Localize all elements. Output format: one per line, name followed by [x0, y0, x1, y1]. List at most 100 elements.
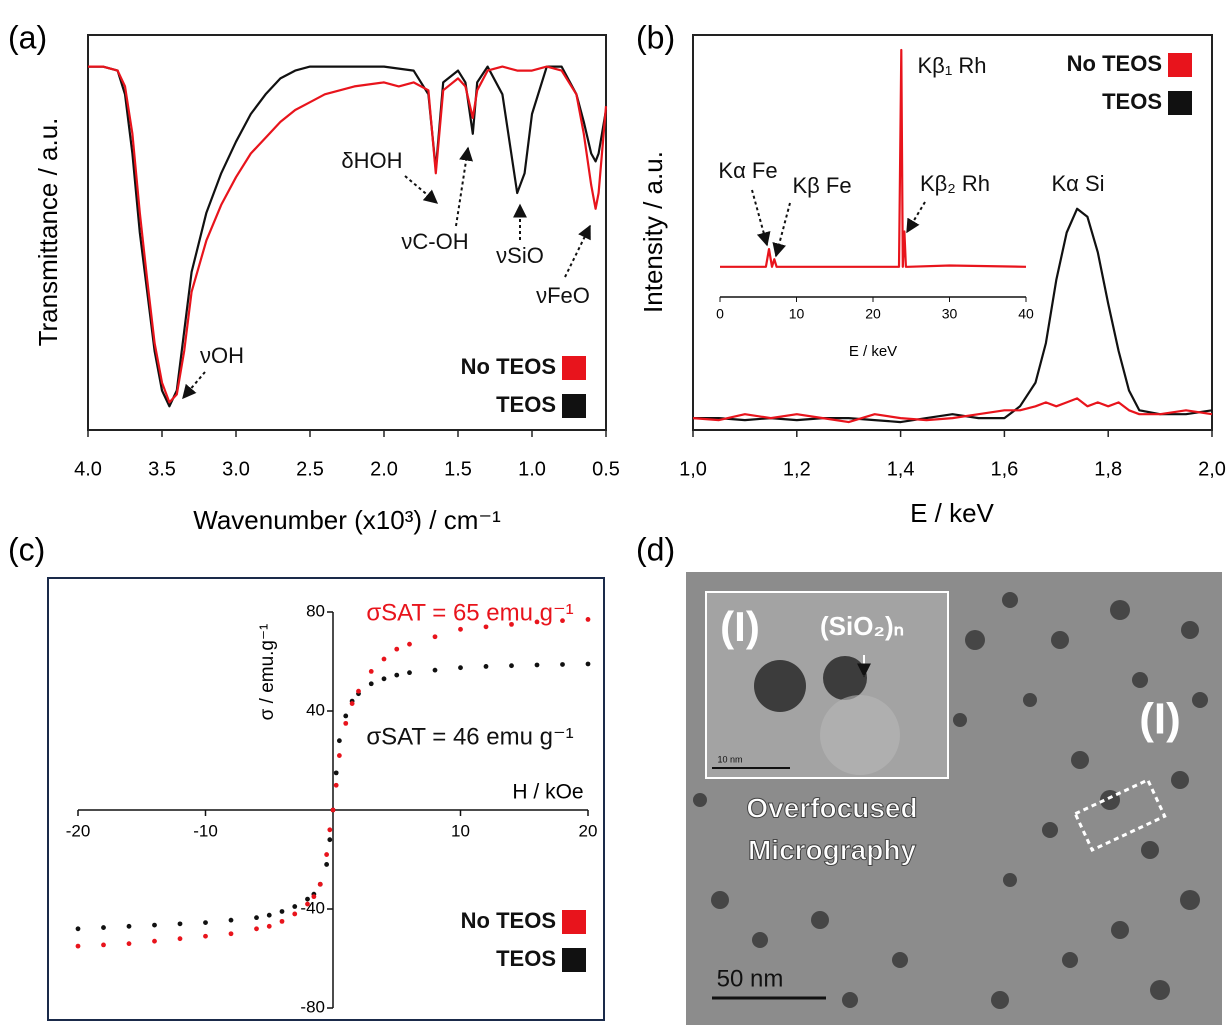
caption-line: Micrography [748, 834, 916, 865]
data-point [228, 931, 234, 937]
data-point [432, 667, 438, 673]
x-tick-label: 3.5 [148, 458, 176, 480]
silica-shell [820, 695, 900, 775]
data-point [203, 933, 208, 939]
annotation: νOH [200, 343, 244, 368]
series-line [88, 65, 608, 404]
data-point [126, 923, 132, 929]
inset-x-tick-label: 0 [716, 306, 724, 322]
data-point [381, 676, 387, 682]
particle [823, 656, 867, 700]
data-point [327, 827, 333, 833]
x-tick-label: -10 [193, 821, 218, 840]
annotation: νSiO [496, 243, 544, 268]
x-tick-label: 2.5 [296, 458, 324, 480]
data-point [585, 661, 591, 667]
data-point [333, 770, 339, 776]
inset-label: (I) [720, 603, 760, 650]
panel-label: (a) [8, 19, 47, 55]
data-point [279, 918, 285, 924]
data-point [177, 936, 183, 942]
inset-x-tick-label: 30 [942, 306, 958, 322]
data-point [266, 923, 272, 929]
data-point [368, 681, 374, 687]
legend-swatch [562, 910, 586, 934]
x-tick-label: 1.0 [518, 458, 546, 480]
x-tick-label: 1.5 [444, 458, 472, 480]
x-tick-label: 1,4 [887, 458, 915, 480]
x-tick-label: -20 [66, 821, 91, 840]
data-point [336, 738, 342, 744]
data-point [458, 626, 463, 632]
data-point [126, 941, 132, 947]
data-point [330, 807, 336, 813]
data-point [407, 641, 412, 647]
legend-label: No TEOS [461, 908, 556, 933]
legend-swatch [562, 948, 586, 972]
data-point [458, 665, 463, 671]
x-tick-label: 3.0 [222, 458, 250, 480]
annotation: Kα Fe [718, 158, 777, 183]
x-tick-label: 0.5 [592, 458, 620, 480]
data-point [324, 852, 330, 857]
annotation: νC-OH [401, 229, 468, 254]
inset-x-axis-label: E / keV [849, 343, 897, 360]
data-point [336, 753, 342, 758]
annotation: Kβ₂ Rh [920, 171, 990, 196]
y-axis-label: Transmittance / a.u. [33, 118, 63, 347]
data-point [343, 720, 349, 726]
region-box [1073, 777, 1167, 853]
y-tick-label: -80 [300, 997, 325, 1016]
data-point [311, 894, 317, 900]
y-tick-label: -40 [300, 898, 325, 917]
data-point [349, 701, 355, 706]
data-point [75, 926, 81, 932]
data-point [266, 912, 272, 918]
data-point [509, 663, 514, 669]
panel-frame [47, 577, 605, 1021]
data-point [75, 943, 81, 949]
x-tick-label: 4.0 [74, 458, 102, 480]
plot-frame [87, 34, 607, 431]
annotation-arrow [455, 146, 474, 227]
micrograph: (I) (SiO₂)ₙ 10 nm Overfocused Micrograph… [686, 572, 1222, 1025]
scale-label: 50 nm [717, 965, 784, 992]
region-label: (I) [1139, 695, 1181, 744]
panel-label: (d) [636, 531, 675, 567]
data-point [324, 862, 330, 867]
series-line [88, 65, 608, 408]
y-tick-label: 80 [306, 601, 325, 620]
x-tick-label: 20 [579, 821, 598, 840]
legend-label: No TEOS [461, 354, 556, 379]
particles [693, 592, 1208, 1009]
data-point [585, 617, 591, 622]
data-point [101, 925, 106, 930]
inset-x-tick-label: 40 [1018, 306, 1034, 322]
data-point [203, 920, 208, 926]
data-point [560, 662, 565, 667]
x-tick-label: 1,2 [783, 458, 811, 480]
data-point [509, 621, 514, 627]
legend-label: TEOS [1102, 89, 1162, 114]
data-point [394, 672, 400, 678]
x-tick-label: 1,8 [1094, 458, 1122, 480]
data-point [317, 881, 323, 887]
x-tick-label: 2,0 [1198, 458, 1226, 480]
legend-swatch [562, 356, 586, 380]
annotation-arrow [404, 175, 439, 204]
legend-swatch [562, 394, 586, 418]
data-point [152, 938, 157, 944]
data-point [483, 624, 489, 630]
x-axis-label: E / keV [910, 498, 994, 528]
legend-label: No TEOS [1067, 51, 1162, 76]
data-point [432, 634, 438, 640]
legend-label: TEOS [496, 392, 556, 417]
annotation: σSAT = 65 emu g⁻¹ [366, 599, 573, 626]
data-point [101, 942, 106, 948]
data-point [254, 926, 259, 932]
data-point [305, 896, 310, 902]
x-tick-label: 1,6 [990, 458, 1018, 480]
x-tick-label: 10 [451, 821, 470, 840]
data-point [483, 664, 489, 669]
y-axis-label: Intensity / a.u. [638, 151, 668, 313]
